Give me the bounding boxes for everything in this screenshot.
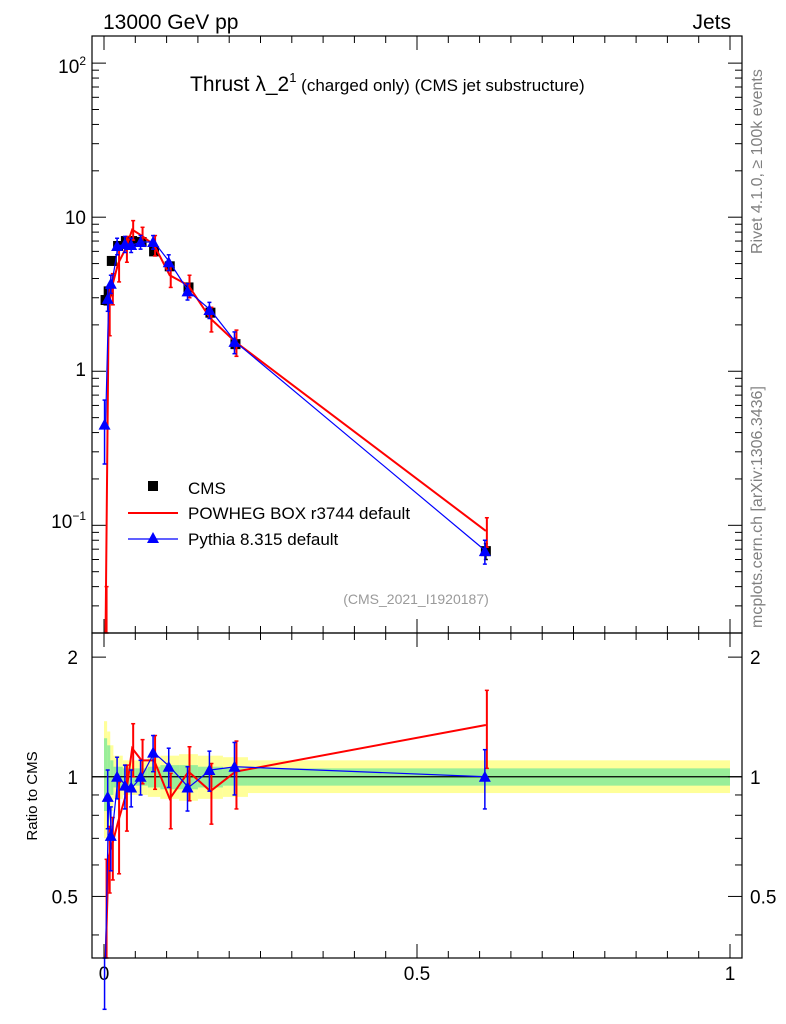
pythia-ratio-point [162, 760, 175, 772]
rivet-version-label: Rivet 4.1.0, ≥ 100k events [749, 69, 766, 254]
pythia-point [228, 335, 241, 347]
ytick-label-1: 1 [75, 360, 86, 381]
ratio-ytick-label: 1 [67, 768, 78, 789]
pythia-ratio-point [478, 770, 491, 782]
pythia-ratio-point [125, 781, 138, 793]
legend-label-pythia: Pythia 8.315 default [188, 530, 339, 549]
pythia-point [125, 238, 138, 250]
pythia-point [134, 236, 147, 248]
ytick-label-100: 102 [58, 54, 86, 78]
pythia-ratio-point [228, 760, 241, 772]
ratio-ytick-label: 2 [67, 648, 78, 669]
legend-label-powheg: POWHEG BOX r3744 default [188, 504, 410, 523]
ratio-ytick-label: 0.5 [52, 887, 78, 908]
pythia-point [162, 256, 175, 268]
pythia-point [203, 303, 216, 315]
header-process-label: Jets [692, 11, 731, 34]
pythia-point [104, 277, 117, 289]
pythia-ratio-point [134, 770, 147, 782]
ratio-y-axis-label: Ratio to CMS [24, 751, 41, 840]
main-plot-panel: Thrust λ_21 (charged only) (CMS jet subs… [51, 35, 743, 634]
legend-marker-cms [148, 481, 158, 491]
xtick-label: 1 [725, 964, 736, 985]
plot-title: Thrust λ_21 (charged only) (CMS jet subs… [190, 70, 585, 96]
pythia-ratio-point [181, 781, 194, 793]
ratio-ytick-label-right: 0.5 [750, 887, 776, 908]
legend-label-cms: CMS [188, 479, 226, 498]
mcplots-label: mcplots.cern.ch [arXiv:1306.3436] [749, 386, 766, 628]
pythia-point [478, 545, 491, 557]
ratio-stat-uncertainty-band [107, 745, 111, 805]
pythia-ratio-point [203, 764, 216, 776]
powheg-line [104, 228, 487, 634]
plot-title-sup: 1 [289, 70, 296, 85]
analysis-watermark: (CMS_2021_I1920187) [343, 591, 489, 607]
ratio-plot-frame [91, 632, 743, 959]
pythia-ratio-point [101, 790, 114, 802]
plot-title-main: Thrust λ_2 [190, 73, 289, 96]
ratio-plot-panel: 0.50.5112200.51 Ratio to CMS [24, 632, 776, 1011]
cms-point [106, 255, 117, 266]
header-energy-label: 13000 GeV pp [103, 11, 238, 34]
legend: CMS POWHEG BOX r3744 default Pythia 8.31… [128, 479, 410, 549]
ratio-stat-uncertainty-band [110, 760, 114, 795]
ytick-label-0.1: 10−1 [51, 509, 86, 533]
pythia-point [147, 236, 160, 248]
ratio-ytick-label-right: 2 [750, 648, 761, 669]
plot-title-rest: (charged only) (CMS jet substructure) [296, 76, 584, 95]
pythia-ratio-point [104, 829, 117, 841]
ratio-ytick-label-right: 1 [750, 768, 761, 789]
xtick-label: 0.5 [404, 964, 430, 985]
pythia-ratio-point [111, 770, 124, 782]
pythia-point [101, 292, 114, 304]
legend-marker-pythia [147, 532, 159, 543]
pythia-ratio-point [147, 746, 160, 758]
ytick-label-10: 10 [65, 208, 86, 229]
ratio-stat-uncertainty-band [104, 738, 108, 812]
pythia-point [181, 285, 194, 297]
pythia-point [98, 418, 111, 430]
